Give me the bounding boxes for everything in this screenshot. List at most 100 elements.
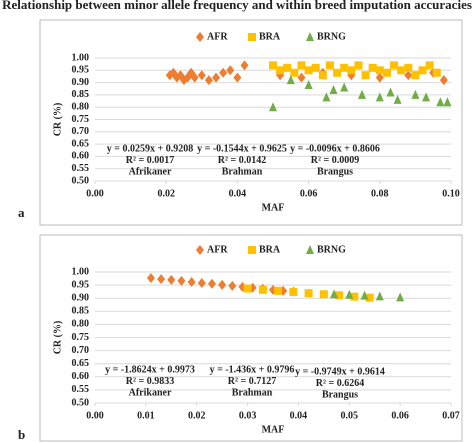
data-point	[240, 60, 249, 71]
data-point	[375, 72, 384, 83]
legend-marker	[306, 245, 314, 254]
data-point	[397, 66, 406, 75]
x-tick-label: 0.05	[341, 410, 359, 421]
annotation: R² = 0.0017	[126, 155, 174, 166]
data-point	[207, 278, 216, 289]
annotation: R² = 0.7127	[228, 376, 276, 387]
x-tick-label: 0.08	[371, 188, 389, 199]
annotation: y = -0.9749x + 0.9614	[295, 366, 385, 377]
data-point	[318, 71, 327, 80]
y-tick-label: 0.95	[72, 279, 90, 290]
data-point	[258, 285, 267, 294]
y-tick-label: 0.85	[72, 89, 90, 100]
data-point	[354, 61, 363, 70]
data-point	[422, 92, 431, 102]
y-tick-label: 0.85	[72, 306, 90, 317]
data-point	[167, 274, 176, 285]
data-point	[330, 289, 339, 299]
data-point	[375, 291, 384, 301]
y-tick-label: 0.80	[72, 319, 90, 330]
y-tick-label: 0.80	[72, 101, 90, 112]
x-tick-label: 0.07	[442, 410, 460, 421]
data-point	[393, 94, 402, 104]
x-tick-label: 0.00	[86, 410, 104, 421]
data-point	[233, 72, 242, 83]
data-point	[404, 63, 413, 72]
annotation: y = -1.8624x + 0.9973	[105, 364, 195, 375]
data-point	[350, 292, 359, 301]
data-point	[311, 63, 320, 72]
data-point	[335, 291, 344, 300]
data-point	[360, 290, 369, 300]
data-point	[390, 61, 399, 70]
legend-marker	[196, 245, 204, 255]
panel-label: a	[18, 205, 25, 220]
data-point	[325, 61, 334, 70]
data-point	[286, 75, 295, 85]
legend-marker	[306, 32, 314, 41]
data-point	[304, 80, 313, 90]
data-point	[228, 280, 237, 291]
data-point	[443, 97, 452, 107]
data-point	[289, 287, 298, 296]
legend-label: BRA	[259, 31, 281, 42]
data-point	[404, 70, 413, 81]
data-point	[340, 63, 349, 72]
y-tick-label: 0.95	[72, 65, 90, 76]
annotation: Brahman	[222, 166, 263, 177]
data-point	[187, 276, 196, 287]
y-tick-label: 0.55	[72, 384, 90, 395]
y-tick-label: 0.60	[72, 151, 90, 162]
data-point	[274, 286, 283, 295]
data-point	[340, 82, 349, 92]
x-axis-title: MAF	[262, 424, 285, 435]
data-point	[368, 63, 377, 72]
data-point	[386, 87, 395, 97]
data-point	[358, 89, 366, 99]
x-tick-label: 0.04	[229, 188, 247, 199]
data-point	[345, 289, 354, 299]
data-point	[329, 84, 338, 94]
data-point	[276, 66, 285, 75]
data-point	[226, 65, 235, 76]
annotation: Afrikaner	[129, 387, 172, 398]
panel-label: b	[18, 427, 25, 442]
data-point	[382, 68, 391, 77]
panel-frame	[39, 234, 463, 442]
annotation: y = -1.436x + 0.9796	[210, 364, 295, 375]
y-tick-label: 0.70	[72, 126, 90, 137]
data-point	[283, 63, 292, 72]
annotation: y = 0.0259x + 0.9208	[107, 143, 193, 154]
data-point	[218, 279, 227, 290]
y-tick-label: 0.65	[72, 358, 90, 369]
data-point	[411, 71, 420, 80]
data-point	[322, 92, 331, 102]
y-tick-label: 0.90	[72, 77, 90, 88]
y-tick-label: 0.65	[72, 138, 90, 149]
data-point	[190, 72, 199, 83]
data-point	[197, 70, 206, 81]
legend-marker	[248, 246, 256, 254]
data-point	[365, 293, 374, 302]
annotation: Afrikaner	[129, 166, 172, 177]
data-point	[204, 75, 213, 86]
x-tick-label: 0.04	[290, 410, 308, 421]
y-tick-label: 0.75	[72, 114, 90, 125]
data-point	[375, 66, 384, 75]
x-tick-label: 0.06	[300, 188, 318, 199]
y-axis-title: CR (%)	[52, 103, 63, 137]
data-point	[297, 72, 306, 83]
legend-label: BRA	[259, 244, 281, 255]
x-tick-label: 0.03	[239, 410, 257, 421]
x-tick-label: 0.00	[86, 188, 104, 199]
y-tick-label: 0.90	[72, 292, 90, 303]
annotation: y = -0.0096x + 0.8606	[290, 143, 380, 154]
annotation: Brahman	[232, 387, 273, 398]
data-point	[219, 67, 228, 78]
y-tick-label: 0.55	[72, 163, 90, 174]
data-point	[439, 75, 448, 86]
data-point	[375, 92, 384, 102]
legend-label: AFR	[207, 244, 228, 255]
data-point	[319, 290, 328, 299]
y-tick-label: 0.60	[72, 371, 90, 382]
